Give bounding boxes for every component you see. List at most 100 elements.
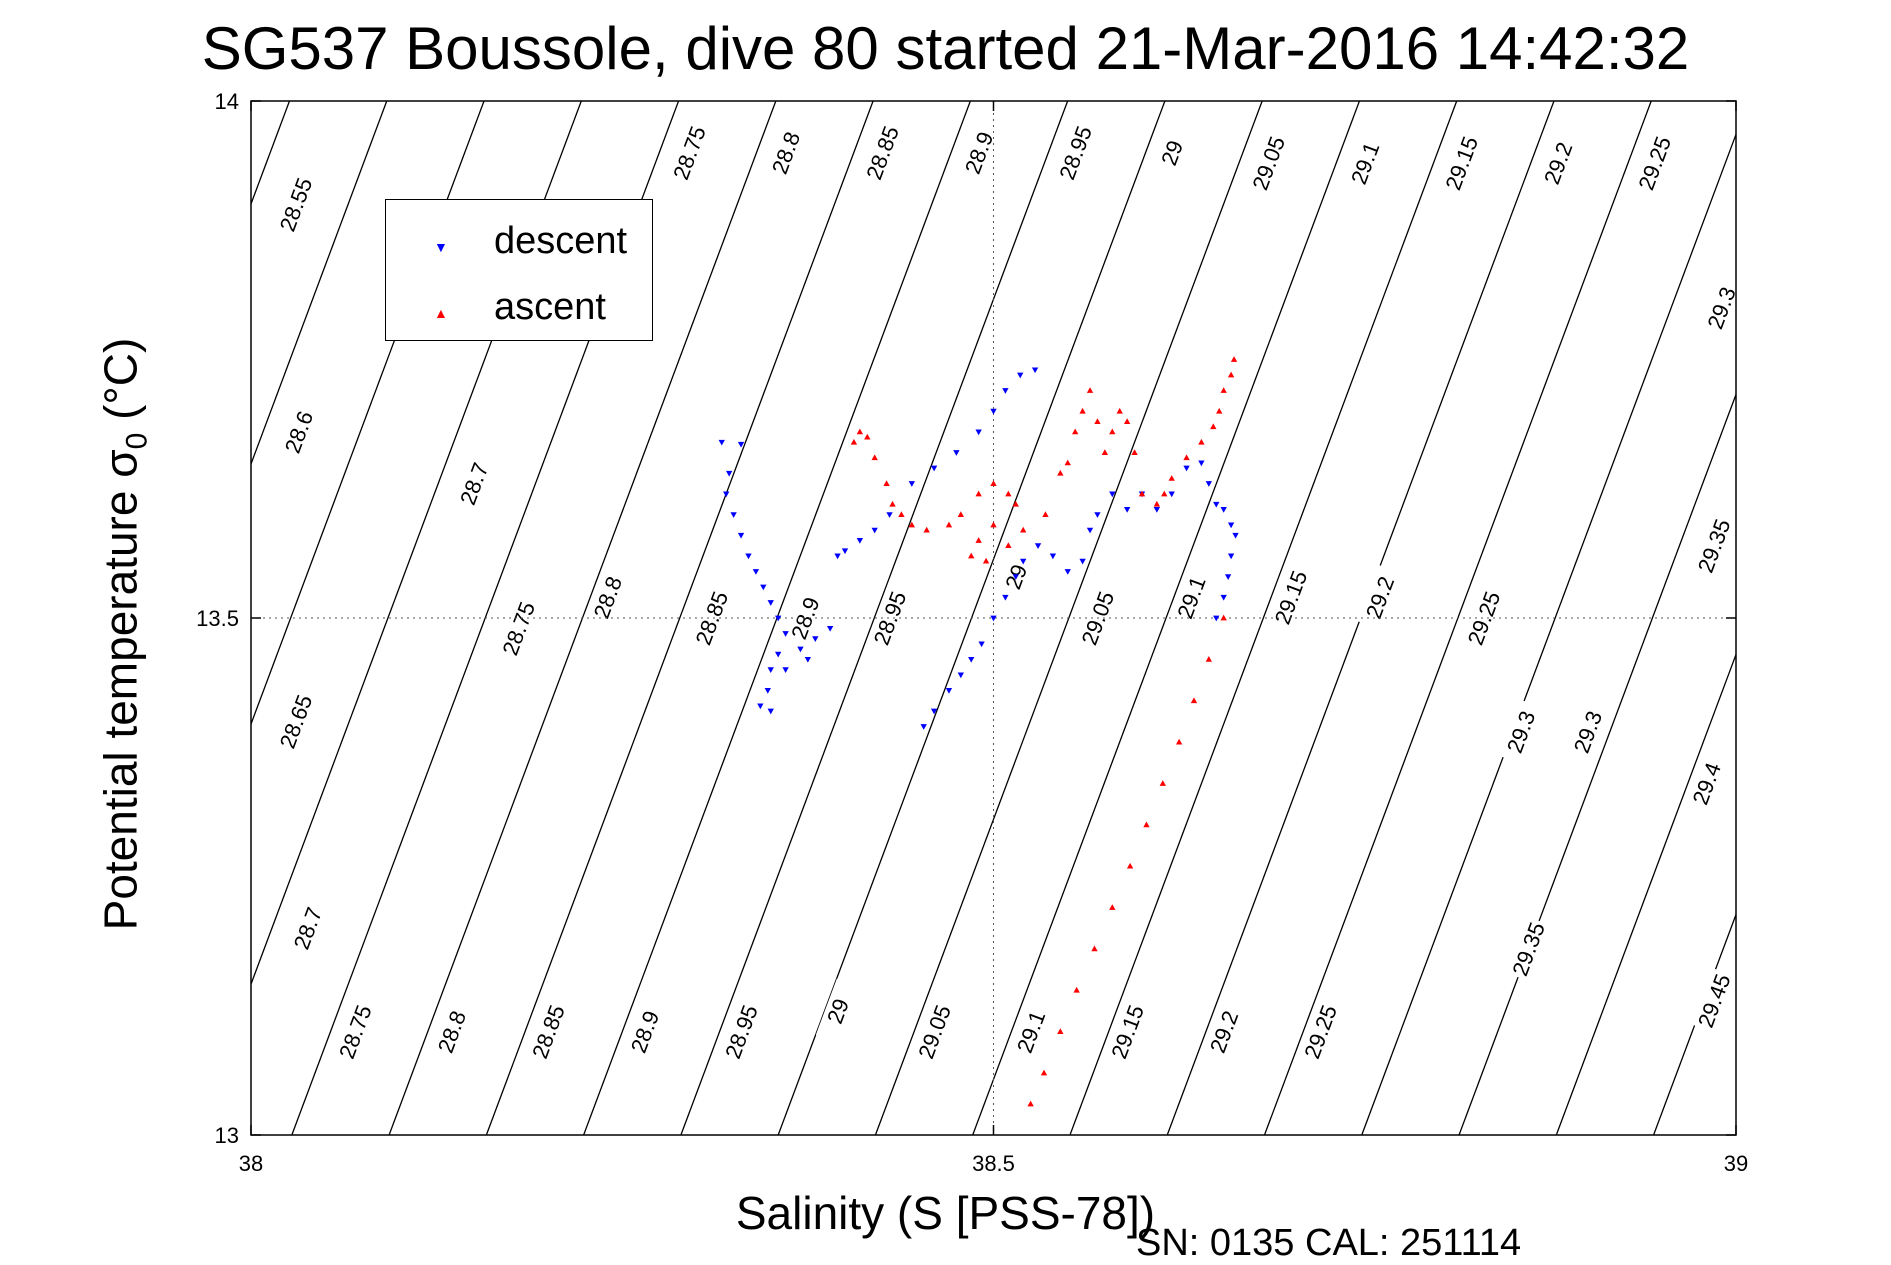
contour-label: 28.6 [280,408,318,457]
contour-label-bg [1439,130,1484,196]
legend-item-ascent: ▲ ascent [386,286,652,336]
descent-point [782,631,789,637]
contour-label: 28.55 [275,174,318,234]
contour-label: 29.3 [1702,284,1740,333]
ascent-point [883,480,890,486]
ascent-point [1220,387,1227,393]
contour-label: 28.8 [433,1007,471,1056]
contour-label: 28.75 [668,123,711,183]
y-tick-label: 13.5 [196,606,239,631]
contour-label-bg [273,689,318,754]
descent-point [1220,594,1227,601]
descent-point [1012,574,1019,580]
descent-point [968,656,975,663]
contour-label: 29.1 [1346,139,1384,188]
ascent-point [871,454,878,461]
contour-label-bg [1565,699,1610,765]
isopycnal-line [680,101,1069,1135]
contour-label-bg [1343,130,1387,196]
contour-label-bg [622,999,667,1064]
ascent-point [1175,738,1183,745]
contour-label-bg [1246,130,1290,196]
descent-point [908,481,916,487]
ascent-point [968,552,975,559]
y-axis-label-text: Potential temperature σ0 (°C) [94,337,154,931]
descent-point [1168,491,1175,498]
ascent-point [982,557,990,564]
contour-label: 29.2 [1539,139,1577,188]
ascent-point [975,490,982,497]
isopycnal-line [1361,132,1736,1135]
y-axis-label: Potential temperature σ0 (°C) [93,338,154,931]
descent-point [990,615,997,622]
descent-point [737,441,745,448]
contour-label: 28.75 [497,598,540,658]
density-contour-labels: 28.55 28.6 28.65 28.7 28.7 28.75 28.8 28.85 28.9… [273,120,1743,1064]
contour-label-bg [867,585,912,651]
contour-label-bg [689,585,734,651]
ascent-point [1020,526,1027,533]
contour-label: 29.25 [1299,1002,1342,1062]
descent-point [930,708,938,715]
contour-label-bg [273,172,318,237]
descent-point [1002,388,1009,394]
descent-point [1049,553,1057,560]
descent-point [797,646,804,653]
descent-point [1213,615,1220,622]
contour-label-bg [1699,275,1743,341]
ascent-point [1094,418,1101,424]
contour-label-bg [585,565,630,630]
contour-label-bg [1268,565,1313,630]
ascent-point [850,438,858,445]
ascent-point [1086,387,1094,393]
isopycnal-line [1652,912,1736,1135]
contour-label: 29.15 [1106,1002,1149,1062]
contour-label: 29.2 [1205,1007,1243,1056]
descent-point [760,584,767,591]
contour-label: 29.15 [1270,567,1313,627]
ascent-point [1109,428,1116,435]
contour-label-bg [1691,968,1736,1033]
descent-point [730,512,737,518]
descent-point [1123,507,1131,513]
contour-label: 28.95 [720,1002,763,1062]
descent-point [752,569,760,575]
descent-point [767,600,774,606]
contour-label-bg [1008,999,1053,1064]
contour-label-bg [1105,999,1149,1064]
density-contours [251,101,1736,1135]
descent-point [841,548,849,555]
descent-point [945,687,953,694]
contour-label: 29.2 [1361,573,1399,622]
ascent-point [1005,490,1012,497]
descent-point [1227,522,1235,529]
legend-label-descent: descent [494,220,628,262]
contour-label: 29.3 [1502,707,1540,756]
contour-label-bg [1691,513,1736,578]
contour-label: 28.9 [960,128,998,177]
ascent-point [1126,862,1134,869]
contour-label: 28.75 [334,1002,377,1062]
descent-point [978,641,985,648]
contour-label-bg [956,120,1001,186]
data-points [718,356,1239,1107]
contour-label-bg [1298,999,1342,1064]
contour-label: 29.1 [1172,573,1210,622]
contour-label: 29.15 [1440,133,1483,193]
contour-label: 29.35 [1507,919,1550,979]
descent-point [782,667,789,674]
contour-label: 29.3 [1569,707,1607,756]
contour-label-bg [1498,699,1543,765]
descent-point [990,408,997,415]
descent-point [1213,501,1220,508]
ascent-point [1040,1069,1048,1076]
ascent-point [1079,407,1086,414]
descent-point [774,615,782,622]
ascent-point [1116,407,1123,414]
isopycnal-line [972,101,1361,1135]
descent-point [774,651,782,658]
descent-point [1086,527,1094,534]
ascent-point [1230,356,1238,362]
descent-point [723,491,730,498]
